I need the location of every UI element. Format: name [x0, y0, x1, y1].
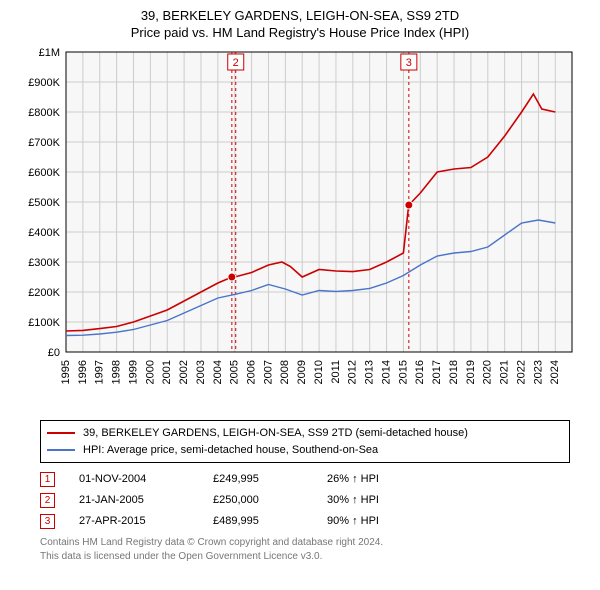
svg-text:2020: 2020 — [482, 360, 494, 384]
sale-price: £250,000 — [213, 490, 303, 511]
svg-text:2022: 2022 — [515, 360, 527, 384]
svg-text:2008: 2008 — [279, 360, 291, 384]
svg-text:2018: 2018 — [448, 360, 460, 384]
svg-text:1996: 1996 — [77, 360, 89, 384]
svg-text:£400K: £400K — [28, 227, 60, 239]
sale-marker: 2 — [40, 493, 55, 508]
legend-label: 39, BERKELEY GARDENS, LEIGH-ON-SEA, SS9 … — [83, 425, 468, 442]
sale-row: 2 21-JAN-2005 £250,000 30% ↑ HPI — [40, 490, 570, 511]
sales-table: 1 01-NOV-2004 £249,995 26% ↑ HPI 2 21-JAN-200… — [40, 469, 570, 532]
page-root: 39, BERKELEY GARDENS, LEIGH-ON-SEA, SS9 … — [0, 0, 600, 564]
legend-swatch — [47, 449, 75, 451]
svg-text:2011: 2011 — [330, 360, 342, 384]
legend-label: HPI: Average price, semi-detached house,… — [83, 442, 378, 459]
sale-pct-vs-hpi: 26% ↑ HPI — [327, 469, 437, 490]
svg-text:£900K: £900K — [28, 77, 60, 89]
svg-text:2015: 2015 — [397, 360, 409, 384]
svg-text:1995: 1995 — [60, 360, 72, 384]
svg-text:3: 3 — [406, 57, 412, 69]
svg-text:2003: 2003 — [195, 360, 207, 384]
legend-swatch — [47, 432, 75, 434]
chart-area: £0 £100K £200K £300K £400K £500K £600K £700K £80… — [20, 42, 580, 412]
svg-text:£100K: £100K — [28, 317, 60, 329]
svg-text:£600K: £600K — [28, 167, 60, 179]
sale-pct-vs-hpi: 30% ↑ HPI — [327, 490, 437, 511]
svg-text:1999: 1999 — [127, 360, 139, 384]
svg-text:2001: 2001 — [161, 360, 173, 384]
title-line-1: 39, BERKELEY GARDENS, LEIGH-ON-SEA, SS9 … — [4, 8, 596, 23]
svg-text:2012: 2012 — [347, 360, 359, 384]
svg-text:2017: 2017 — [431, 360, 443, 384]
svg-text:2002: 2002 — [178, 360, 190, 384]
svg-text:2013: 2013 — [364, 360, 376, 384]
svg-text:2019: 2019 — [465, 360, 477, 384]
svg-text:2016: 2016 — [414, 360, 426, 384]
sale-marker: 3 — [40, 514, 55, 529]
svg-text:2023: 2023 — [532, 360, 544, 384]
svg-text:2021: 2021 — [499, 360, 511, 384]
sale-date: 01-NOV-2004 — [79, 469, 189, 490]
sale-date: 27-APR-2015 — [79, 511, 189, 532]
svg-text:1997: 1997 — [94, 360, 106, 384]
svg-text:1998: 1998 — [111, 360, 123, 384]
sale-row: 1 01-NOV-2004 £249,995 26% ↑ HPI — [40, 469, 570, 490]
sale-price: £249,995 — [213, 469, 303, 490]
legend-box: 39, BERKELEY GARDENS, LEIGH-ON-SEA, SS9 … — [40, 420, 570, 463]
title-line-2: Price paid vs. HM Land Registry's House … — [4, 25, 596, 40]
sale-date: 21-JAN-2005 — [79, 490, 189, 511]
sale-row: 3 27-APR-2015 £489,995 90% ↑ HPI — [40, 511, 570, 532]
svg-text:2004: 2004 — [212, 360, 224, 384]
svg-text:£500K: £500K — [28, 197, 60, 209]
sale-marker: 1 — [40, 472, 55, 487]
svg-text:2009: 2009 — [296, 360, 308, 384]
sale-pct-vs-hpi: 90% ↑ HPI — [327, 511, 437, 532]
svg-text:2005: 2005 — [229, 360, 241, 384]
svg-text:2006: 2006 — [246, 360, 258, 384]
attrib-line-2: This data is licensed under the Open Gov… — [40, 550, 570, 564]
svg-text:2014: 2014 — [380, 360, 392, 384]
chart-titles: 39, BERKELEY GARDENS, LEIGH-ON-SEA, SS9 … — [0, 0, 600, 42]
svg-text:£800K: £800K — [28, 107, 60, 119]
svg-text:2000: 2000 — [144, 360, 156, 384]
attrib-line-1: Contains HM Land Registry data © Crown c… — [40, 536, 570, 550]
chart-svg: £0 £100K £200K £300K £400K £500K £600K £700K £80… — [20, 42, 580, 412]
svg-text:2024: 2024 — [549, 360, 561, 384]
sale-price: £489,995 — [213, 511, 303, 532]
svg-text:£200K: £200K — [28, 287, 60, 299]
svg-text:£700K: £700K — [28, 137, 60, 149]
legend-row: HPI: Average price, semi-detached house,… — [47, 442, 563, 459]
svg-text:£1M: £1M — [39, 47, 60, 59]
svg-text:£300K: £300K — [28, 257, 60, 269]
svg-text:2010: 2010 — [313, 360, 325, 384]
svg-text:£0: £0 — [48, 347, 60, 359]
svg-text:2007: 2007 — [262, 360, 274, 384]
legend-row: 39, BERKELEY GARDENS, LEIGH-ON-SEA, SS9 … — [47, 425, 563, 442]
svg-text:2: 2 — [233, 57, 239, 69]
attribution: Contains HM Land Registry data © Crown c… — [40, 536, 570, 564]
